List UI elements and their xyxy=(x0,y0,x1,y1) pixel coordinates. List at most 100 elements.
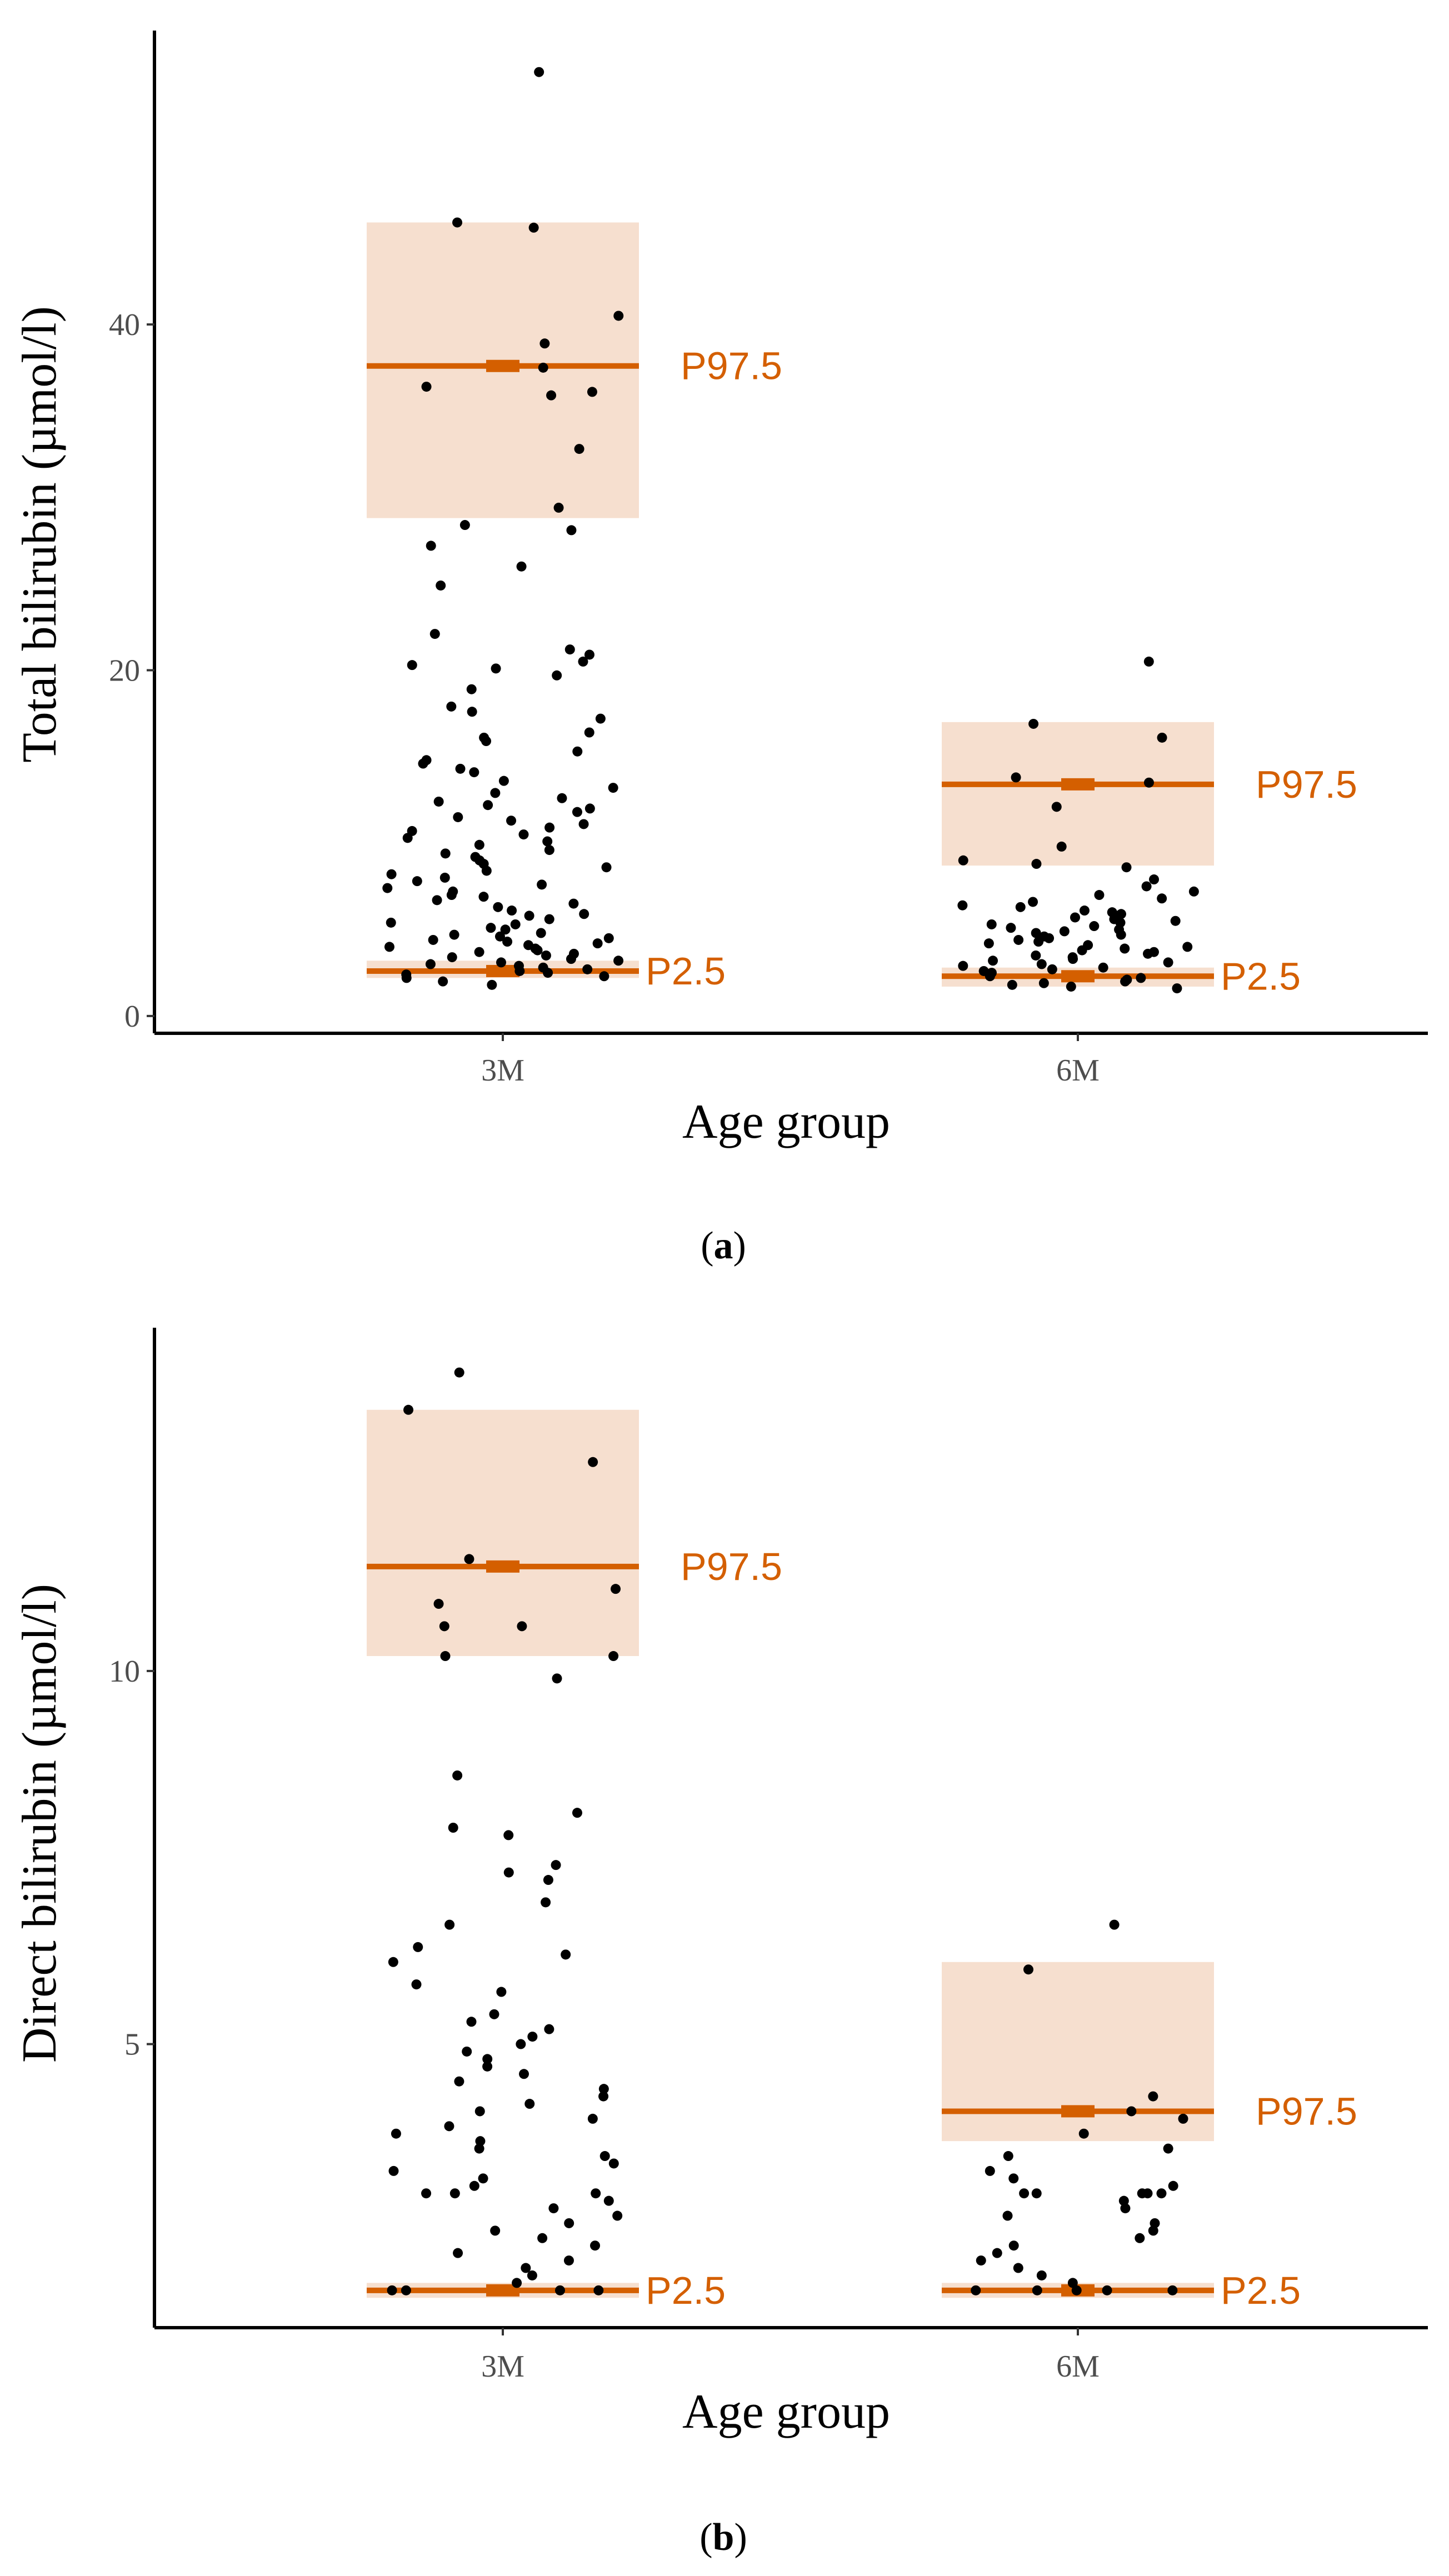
panel-a-y-tick-label-20: 20 xyxy=(109,653,140,688)
panel-a-point-3m-94 xyxy=(613,956,624,966)
panel-a-point-3m-59 xyxy=(386,869,397,879)
panel-a-point-6m-10 xyxy=(1149,874,1160,885)
panel-a-point-6m-14 xyxy=(1157,893,1167,904)
panel-b-point-6m-3 xyxy=(1126,2106,1137,2117)
panel-a-point-6m-44 xyxy=(1031,950,1041,961)
panel-b-point-3m-30 xyxy=(462,2046,472,2057)
panel-b-point-6m-14 xyxy=(1156,2188,1167,2199)
panel-b-point-3m-46 xyxy=(388,2165,399,2176)
panel-a-point-3m-69 xyxy=(493,902,503,912)
panel-b-point-3m-41 xyxy=(391,2128,401,2139)
panel-a-point-6m-43 xyxy=(1143,948,1153,959)
panel-a-point-3m-13 xyxy=(426,541,436,551)
panel-a-point-3m-18 xyxy=(584,649,594,660)
panel-a-point-3m-17 xyxy=(564,644,575,655)
panel-a-x-tick-label-6m: 6M xyxy=(1056,1053,1100,1088)
panel-b-point-3m-17 xyxy=(543,1875,553,1885)
panel-a-point-3m-10 xyxy=(553,502,564,513)
panel-b-point-3m-34 xyxy=(454,2076,464,2087)
panel-b-point-3m-53 xyxy=(548,2203,559,2214)
panel-b-x-tick-label-6m: 6M xyxy=(1056,2349,1100,2384)
panel-a-point-3m-37 xyxy=(490,788,501,798)
panel-b-bands xyxy=(367,1409,1214,2298)
panel-b-point-6m-19 xyxy=(1150,2218,1160,2228)
panel-b-point-3m-49 xyxy=(421,2188,432,2199)
panel-b-point-3m-14 xyxy=(503,1830,514,1840)
panel-a-point-6m-24 xyxy=(1170,916,1181,926)
panel-a-point-3m-68 xyxy=(568,898,579,909)
panel-a-point-3m-36 xyxy=(608,783,618,793)
panel-b-point-3m-50 xyxy=(591,2188,601,2199)
panel-b-point-3m-55 xyxy=(564,2218,574,2228)
panel-a-point-6m-61 xyxy=(1007,979,1017,990)
panel-b-point-6m-10 xyxy=(1168,2180,1178,2191)
panel-a-point-3m-0 xyxy=(534,67,544,77)
panel-b-point-3m-65 xyxy=(593,2285,604,2295)
panel-b-point-3m-2 xyxy=(588,1457,598,1467)
panel-a-point-3m-106 xyxy=(487,979,497,990)
panel-b-point-3m-0 xyxy=(454,1367,464,1378)
panel-a-point-6m-34 xyxy=(1044,933,1055,943)
panel-b-point-6m-30 xyxy=(1032,2285,1042,2295)
panel-b-point-3m-18 xyxy=(541,1897,551,1908)
panel-a-x-axis-title: Age group xyxy=(682,1095,890,1149)
panel-b-point-6m-18 xyxy=(1002,2210,1013,2221)
panel-a-point-3m-99 xyxy=(582,964,593,974)
panel-b-point-3m-59 xyxy=(453,2248,463,2258)
panel-a-point-3m-8 xyxy=(546,390,557,401)
panel-a-point-3m-38 xyxy=(557,793,567,803)
panel-a-point-3m-80 xyxy=(494,931,505,942)
panel-b-point-6m-31 xyxy=(1102,2285,1112,2295)
panel-b-point-3m-21 xyxy=(561,1949,571,1960)
panel-a-point-6m-63 xyxy=(1172,983,1182,994)
panel-a-point-6m-3 xyxy=(1011,772,1021,783)
panel-a-point-6m-37 xyxy=(983,938,994,949)
panel-b-point-3m-27 xyxy=(544,2024,554,2034)
panel-b-reflabel-6m-p2-5: P2.5 xyxy=(1221,2269,1301,2312)
panel-b-point-6m-25 xyxy=(1013,2263,1023,2273)
panel-a-point-3m-78 xyxy=(536,928,546,938)
panel-b-point-3m-47 xyxy=(478,2173,488,2184)
panel-a-point-6m-26 xyxy=(986,919,997,929)
panel-a-point-3m-88 xyxy=(532,945,543,956)
panel-b-point-3m-64 xyxy=(401,2285,411,2295)
panel-a-point-6m-32 xyxy=(1116,929,1126,940)
panel-a-point-3m-16 xyxy=(429,629,440,639)
panel-a-point-6m-62 xyxy=(1066,981,1076,992)
panel-a-point-3m-20 xyxy=(407,660,417,671)
panel-b-point-6m-9 xyxy=(1008,2173,1019,2184)
panel-b-y-axis-title: Direct bilirubin (µmol/l) xyxy=(13,1584,67,2063)
panel-a-point-6m-46 xyxy=(1068,954,1078,964)
panel-a-point-6m-47 xyxy=(988,956,998,966)
panel-b-point-3m-63 xyxy=(512,2278,522,2288)
panel-b-point-6m-2 xyxy=(1148,2091,1158,2102)
panel-a-point-3m-15 xyxy=(436,580,446,591)
panel-b-point-3m-6 xyxy=(439,1621,449,1632)
panel-b-point-6m-13 xyxy=(1031,2188,1042,2199)
panel-a-caption-open: ( xyxy=(701,1224,713,1267)
panel-b-caption-letter: b xyxy=(713,2516,735,2559)
panel-b-point-6m-23 xyxy=(992,2248,1002,2258)
panel-a-point-6m-17 xyxy=(1015,902,1026,912)
panel-a-point-3m-42 xyxy=(572,807,582,817)
panel-b-point-3m-24 xyxy=(496,1987,507,1997)
panel-a-point-3m-100 xyxy=(514,966,525,976)
panel-b-x-axis-title: Age group xyxy=(682,2385,890,2439)
panel-a-point-3m-65 xyxy=(446,890,457,901)
panel-b-point-6m-29 xyxy=(971,2285,981,2295)
panel-b-reference-labels: P97.5 P2.5 P97.5 P2.5 xyxy=(646,1545,1357,2312)
panel-b-reflabel-3m-p2-5: P2.5 xyxy=(646,2269,726,2312)
panel-a-caption: (a) xyxy=(701,1224,746,1267)
panel-a-point-3m-70 xyxy=(507,906,517,916)
panel-b-y-tick-label-10: 10 xyxy=(109,1654,140,1689)
panel-a-points xyxy=(382,67,1199,994)
panel-a-point-6m-8 xyxy=(1031,859,1042,869)
panel-a-point-6m-52 xyxy=(1047,964,1057,974)
panel-a-axes: 0 20 40 3M 6M xyxy=(109,31,1428,1088)
panel-a-refmarker-6m-p2-5 xyxy=(1061,970,1095,983)
panel-a-point-3m-58 xyxy=(481,866,492,876)
panel-b-point-6m-6 xyxy=(1163,2143,1173,2154)
panel-a-point-3m-66 xyxy=(478,892,489,902)
panel-a-point-3m-79 xyxy=(449,929,459,940)
panel-b-band-3m-p97-5 xyxy=(367,1409,639,1657)
